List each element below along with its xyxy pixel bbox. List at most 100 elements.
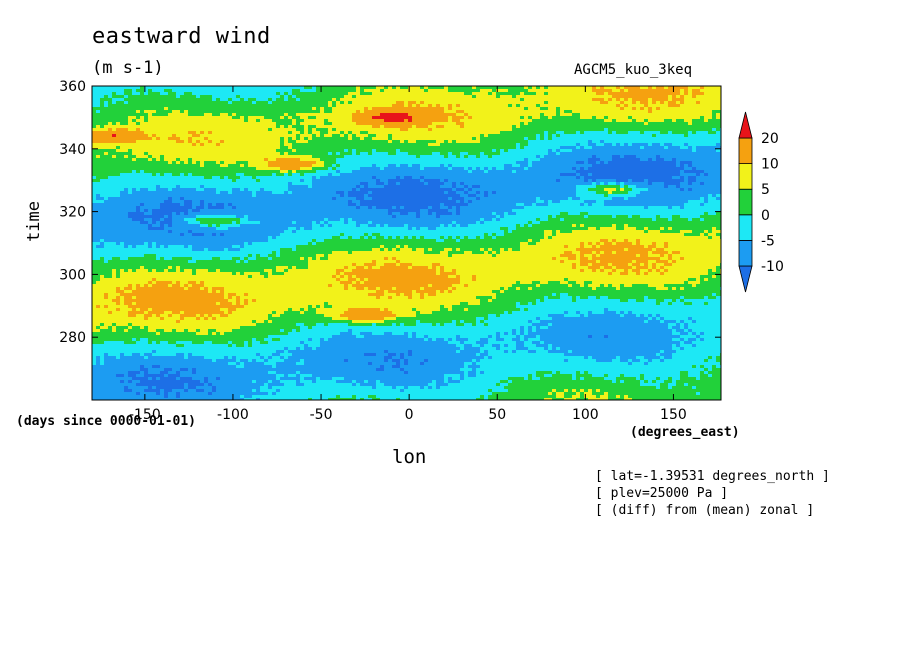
field-cell xyxy=(124,107,129,111)
field-cell xyxy=(572,107,577,111)
field-cell xyxy=(620,89,625,93)
field-cell xyxy=(436,104,441,108)
field-cell xyxy=(580,86,585,90)
field-cell xyxy=(572,92,577,96)
field-cell xyxy=(132,89,137,93)
field-cell xyxy=(628,89,633,93)
field-cell xyxy=(568,95,573,99)
field-cell xyxy=(708,89,713,93)
field-cell xyxy=(712,101,717,105)
field-cell xyxy=(716,101,721,105)
field-cell xyxy=(524,101,529,105)
field-cell xyxy=(400,101,405,105)
field-cell xyxy=(268,107,273,111)
field-cell xyxy=(268,101,273,105)
field-cell xyxy=(328,92,333,96)
field-cell xyxy=(656,104,661,108)
field-cell xyxy=(664,92,669,96)
field-cell xyxy=(532,89,537,93)
field-cell xyxy=(424,92,429,96)
field-cell xyxy=(224,95,229,99)
field-cell xyxy=(408,89,413,93)
field-cell xyxy=(112,107,117,111)
field-cell xyxy=(716,86,721,90)
field-cell xyxy=(568,98,573,102)
field-cell xyxy=(96,98,101,102)
field-cell xyxy=(96,95,101,99)
field-cell xyxy=(472,98,477,102)
field-cell xyxy=(496,89,501,93)
field-cell xyxy=(620,95,625,99)
field-cell xyxy=(224,101,229,105)
field-cell xyxy=(268,89,273,93)
field-cell xyxy=(636,86,641,90)
field-cell xyxy=(548,95,553,99)
field-cell xyxy=(220,95,225,99)
field-cell xyxy=(620,86,625,90)
field-cell xyxy=(580,101,585,105)
field-cell xyxy=(172,107,177,111)
field-cell xyxy=(196,101,201,105)
field-cell xyxy=(560,101,565,105)
field-cell xyxy=(716,98,721,102)
field-cell xyxy=(380,89,385,93)
field-cell xyxy=(168,101,173,105)
field-cell xyxy=(268,104,273,108)
field-cell xyxy=(192,98,197,102)
field-cell xyxy=(452,98,457,102)
field-cell xyxy=(392,101,397,105)
field-cell xyxy=(96,89,101,93)
field-cell xyxy=(464,89,469,93)
field-cell xyxy=(192,107,197,111)
field-cell xyxy=(152,95,157,99)
field-cell xyxy=(400,104,405,108)
field-cell xyxy=(436,92,441,96)
field-cell xyxy=(260,98,265,102)
field-cell xyxy=(108,107,113,111)
field-cell xyxy=(368,95,373,99)
field-cell xyxy=(472,104,477,108)
field-cell xyxy=(176,89,181,93)
field-cell xyxy=(448,107,453,111)
field-cell xyxy=(376,89,381,93)
field-cell xyxy=(184,101,189,105)
field-cell xyxy=(92,107,97,111)
field-cell xyxy=(128,95,133,99)
field-cell xyxy=(332,92,337,96)
field-cell xyxy=(340,104,345,108)
field-cell xyxy=(100,98,105,102)
field-cell xyxy=(180,98,185,102)
field-cell xyxy=(544,89,549,93)
field-cell xyxy=(572,101,577,105)
field-cell xyxy=(684,89,689,93)
field-cell xyxy=(456,89,461,93)
field-cell xyxy=(500,95,505,99)
field-cell xyxy=(544,101,549,105)
field-cell xyxy=(520,98,525,102)
field-cell xyxy=(648,89,653,93)
field-cell xyxy=(648,104,653,108)
field-cell xyxy=(668,92,673,96)
field-cell xyxy=(372,89,377,93)
field-cell xyxy=(696,95,701,99)
field-cell xyxy=(592,98,597,102)
field-cell xyxy=(140,95,145,99)
field-cell xyxy=(312,104,317,108)
field-cell xyxy=(440,95,445,99)
field-cell xyxy=(312,107,317,111)
field-cell xyxy=(596,104,601,108)
field-cell xyxy=(280,89,285,93)
field-cell xyxy=(192,95,197,99)
field-cell xyxy=(328,104,333,108)
field-cell xyxy=(316,98,321,102)
field-cell xyxy=(356,107,361,111)
field-cell xyxy=(164,86,169,90)
field-cell xyxy=(536,104,541,108)
field-cell xyxy=(176,107,181,111)
field-cell xyxy=(436,98,441,102)
field-cell xyxy=(668,104,673,108)
field-cell xyxy=(712,95,717,99)
field-cell xyxy=(160,104,165,108)
field-cell xyxy=(512,86,517,90)
field-cell xyxy=(204,89,209,93)
